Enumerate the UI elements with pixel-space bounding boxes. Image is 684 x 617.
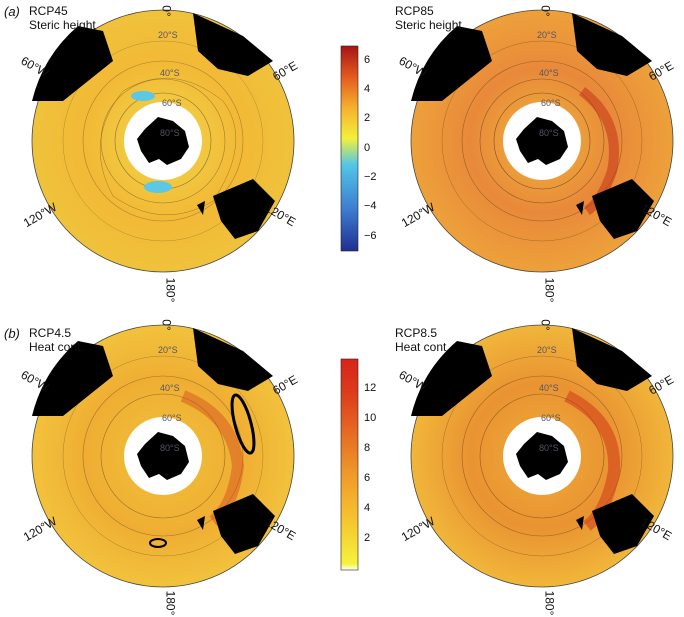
lat-label-80s: 80°S (539, 443, 559, 453)
colorbar-steric-tick: −4 (364, 200, 377, 212)
lat-label-20s: 20°S (537, 30, 557, 40)
colorbar-steric-tick: 0 (364, 142, 371, 154)
lat-label-60s: 60°S (541, 98, 561, 108)
lon-label-180: 180° (163, 277, 178, 303)
lon-label-0: 0° (538, 5, 553, 17)
lon-label-180: 180° (542, 277, 557, 303)
lat-label-40s: 40°S (160, 383, 180, 393)
lat-label-20s: 20°S (158, 345, 178, 355)
title-rcp85-steric: RCP85 Steric height (395, 4, 462, 32)
map-rcp85-steric (410, 9, 674, 273)
lon-label-180: 180° (163, 590, 178, 616)
lat-label-60s: 60°S (162, 413, 182, 423)
lon-label-0: 0° (538, 319, 553, 331)
lon-label-0: 0° (159, 5, 174, 17)
colorbar-heat-tick: 10 (364, 412, 377, 424)
lat-label-80s: 80°S (160, 443, 180, 453)
map-rcp45-steric (31, 9, 295, 273)
title-rcp45-heat: RCP4.5 Heat cont. (29, 326, 84, 354)
colorbar-steric-tick: −6 (364, 230, 377, 242)
colorbar-steric-tick: 6 (364, 54, 371, 66)
colorbar-steric (340, 45, 359, 252)
lat-label-80s: 80°S (539, 128, 559, 138)
lat-label-60s: 60°S (162, 98, 182, 108)
colorbar-heat-tick: 8 (364, 442, 371, 454)
colorbar-heat-tick: 6 (364, 472, 371, 484)
lat-label-60s: 60°S (541, 413, 561, 423)
panel-letter-a: (a) (4, 4, 20, 19)
lat-label-40s: 40°S (160, 68, 180, 78)
colorbar-heat (340, 358, 359, 571)
title-rcp85-heat: RCP8.5 Heat cont. (395, 326, 450, 354)
lon-label-180: 180° (542, 590, 557, 616)
colorbar-heat-tick: 4 (364, 502, 371, 514)
lat-label-40s: 40°S (539, 68, 559, 78)
colorbar-heat-tick: 2 (364, 532, 371, 544)
panel-letter-b: (b) (4, 326, 20, 341)
map-rcp45-heat (31, 324, 295, 588)
map-rcp85-heat (410, 324, 674, 588)
lat-label-80s: 80°S (160, 128, 180, 138)
title-rcp45-steric: RCP45 Steric height (29, 4, 96, 32)
colorbar-steric-tick: 4 (364, 83, 371, 95)
lat-label-20s: 20°S (537, 345, 557, 355)
colorbar-steric-tick: −2 (364, 171, 377, 183)
colorbar-steric-tick: 2 (364, 112, 371, 124)
lat-label-20s: 20°S (158, 30, 178, 40)
lon-label-0: 0° (159, 319, 174, 331)
lat-label-40s: 40°S (539, 383, 559, 393)
colorbar-heat-tick: 12 (364, 382, 377, 394)
